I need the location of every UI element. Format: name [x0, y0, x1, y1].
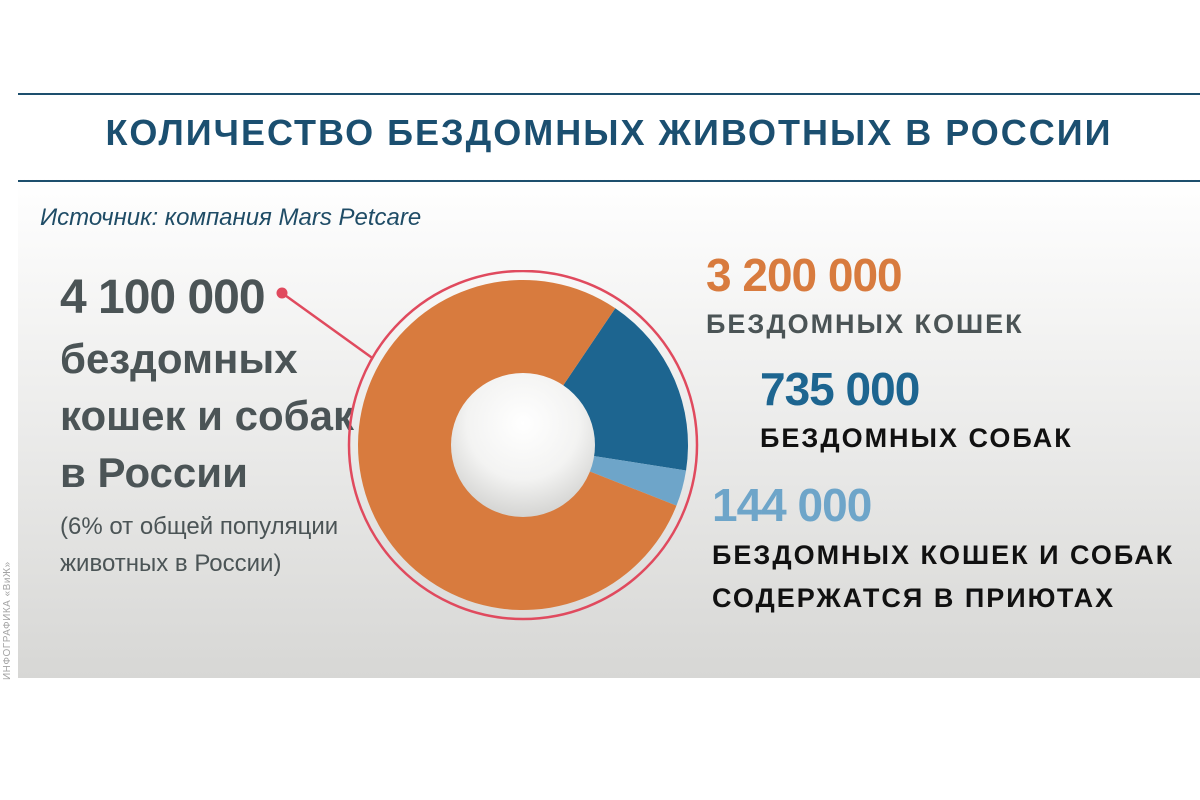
dogs-value: 735 000	[760, 363, 920, 415]
cats-label: БЕЗДОМНЫХ КОШЕК	[706, 309, 1024, 339]
source-note: Источник: компания Mars Petcare	[40, 204, 422, 231]
shelters-value: 144 000	[712, 479, 872, 531]
total-note: (6% от общей популяции животных в России…	[60, 513, 339, 577]
dogs-label: БЕЗДОМНЫХ СОБАК	[760, 423, 1073, 453]
total-label: бездомных кошек и собак в России	[60, 335, 354, 496]
total-value: 4 100 000	[60, 271, 266, 324]
page-title: КОЛИЧЕСТВО БЕЗДОМНЫХ ЖИВОТНЫХ В РОССИИ	[105, 112, 1113, 153]
leader-dot	[276, 287, 288, 299]
donut-outer-ring	[347, 270, 699, 621]
shelters-label: БЕЗДОМНЫХ КОШЕК И СОБАК СОДЕРЖАТСЯ В ПРИ…	[712, 540, 1175, 613]
title-bottom-rule	[18, 180, 1200, 182]
donut-hole	[451, 373, 595, 517]
side-credit: ИНФОГРАФИКА «ВиЖ»	[2, 561, 13, 680]
leader-line	[281, 291, 374, 360]
cats-value: 3 200 000	[706, 249, 903, 301]
title-top-rule	[18, 93, 1200, 95]
donut-chart	[276, 270, 699, 621]
